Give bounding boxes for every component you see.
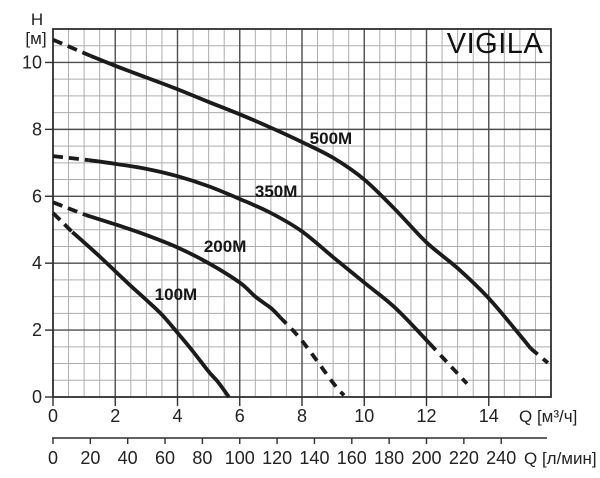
y-tick-label: 2 [32, 320, 42, 340]
lmin-tick-label: 200 [411, 448, 441, 468]
curve-350m-dashed-start [52, 154, 90, 163]
x-axis-m3h-label: Q [м³/ч] [519, 407, 577, 426]
lmin-tick-label: 240 [486, 448, 516, 468]
curve-200m-dashed-end [278, 316, 346, 397]
pump-curves [51, 37, 550, 399]
lmin-tick-label: 20 [80, 448, 100, 468]
x-tick-label: 8 [297, 406, 307, 426]
lmin-tick-label: 0 [48, 448, 58, 468]
x-tick-label: 6 [235, 406, 245, 426]
y-tick-label: 6 [32, 186, 42, 206]
y-tick-label: 8 [32, 119, 42, 139]
x-tick-label: 10 [354, 406, 374, 426]
y-tick-label: 0 [32, 387, 42, 407]
curve-200m [85, 213, 282, 319]
curve-label-100m: 100M [155, 285, 198, 304]
curve-label-500m: 500M [310, 129, 353, 148]
flow-lmin-axis: 0 20 40 60 80 100 120 140 160 180 200 220 240 [48, 437, 547, 468]
x-tick-label: 12 [416, 406, 436, 426]
curve-200m-dashed-start [52, 200, 87, 217]
curve-labels: 100M 200M 350M 500M [155, 129, 353, 304]
lmin-tick-label: 120 [262, 448, 292, 468]
curve-350m [88, 158, 431, 345]
lmin-tick-label: 160 [337, 448, 367, 468]
curve-500m [89, 54, 533, 350]
x-tick-label: 2 [110, 406, 120, 426]
x-tick-label: 14 [479, 406, 499, 426]
x-tick-label: 4 [172, 406, 182, 426]
curve-500m-dashed-start [52, 37, 92, 58]
curve-100m-dashed-start [51, 211, 74, 234]
lmin-tick-label: 140 [299, 448, 329, 468]
lmin-tick-label: 180 [374, 448, 404, 468]
lmin-tick-label: 100 [225, 448, 255, 468]
lmin-tick-label: 80 [192, 448, 212, 468]
curve-500m-dashed-end [529, 347, 550, 365]
y-axis-name: H [31, 10, 43, 29]
lmin-tick-label: 60 [155, 448, 175, 468]
curve-label-200m: 200M [204, 237, 247, 256]
lmin-tick-label: 220 [449, 448, 479, 468]
lmin-tick-label: 40 [118, 448, 138, 468]
curve-100m [71, 230, 231, 399]
y-tick-label: 10 [22, 52, 42, 72]
axis-ticks-and-labels: 0 2 4 6 8 10 0 2 4 6 8 10 12 14 [22, 52, 499, 426]
chart-title: VIGILA [447, 28, 544, 60]
y-axis-unit: [м] [25, 29, 46, 48]
x-tick-label: 0 [48, 406, 58, 426]
x-axis-lmin-label: Q [л/мин] [524, 449, 597, 468]
y-tick-label: 4 [32, 253, 42, 273]
curve-label-350m: 350M [255, 182, 298, 201]
